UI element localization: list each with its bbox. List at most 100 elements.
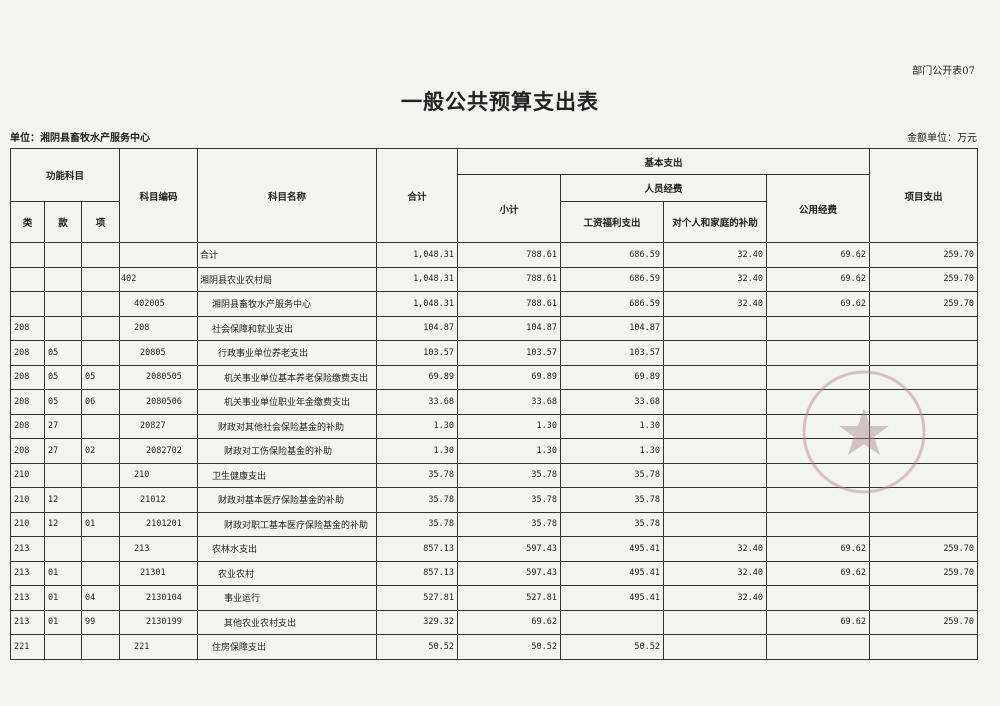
total-cell: 1,048.31 bbox=[376, 266, 459, 292]
name-cell: 农林水支出 bbox=[197, 536, 378, 562]
header-public: 公用经费 bbox=[766, 174, 871, 243]
name-cell: 卫生健康支出 bbox=[197, 462, 378, 488]
subtotal-cell: 788.61 bbox=[457, 242, 562, 268]
name-cell: 财政对其他社会保险基金的补助 bbox=[197, 413, 378, 439]
salary-cell: 495.41 bbox=[560, 585, 665, 611]
lei-cell: 213 bbox=[10, 585, 45, 611]
kuan-cell: 27 bbox=[44, 438, 82, 464]
header-basic: 基本支出 bbox=[457, 148, 871, 175]
subsidy-cell bbox=[663, 487, 768, 513]
code-cell: 2101201 bbox=[119, 511, 199, 537]
kuan-cell: 12 bbox=[44, 487, 82, 513]
lei-cell: 208 bbox=[10, 438, 45, 464]
public-cell bbox=[766, 315, 871, 341]
kuan-cell bbox=[44, 536, 82, 562]
project-cell bbox=[869, 364, 979, 390]
kuan-cell: 12 bbox=[44, 511, 82, 537]
public-cell bbox=[766, 634, 871, 660]
name-cell: 其他农业农村支出 bbox=[197, 609, 378, 635]
salary-cell: 50.52 bbox=[560, 634, 665, 660]
salary-cell: 33.68 bbox=[560, 389, 665, 415]
subtotal-cell: 69.89 bbox=[457, 364, 562, 390]
subsidy-cell bbox=[663, 462, 768, 488]
kuan-cell: 01 bbox=[44, 560, 82, 586]
subsidy-cell bbox=[663, 511, 768, 537]
salary-cell: 35.78 bbox=[560, 462, 665, 488]
lei-cell: 213 bbox=[10, 536, 45, 562]
code-cell: 2080506 bbox=[119, 389, 199, 415]
subtotal-cell: 69.62 bbox=[457, 609, 562, 635]
kuan-cell bbox=[44, 462, 82, 488]
xiang-cell bbox=[80, 242, 121, 268]
xiang-cell bbox=[80, 487, 121, 513]
official-seal-icon bbox=[802, 370, 926, 494]
kuan-cell: 01 bbox=[44, 585, 82, 611]
lei-cell: 208 bbox=[10, 389, 45, 415]
public-cell bbox=[766, 340, 871, 366]
salary-cell: 1.30 bbox=[560, 413, 665, 439]
subsidy-cell bbox=[663, 340, 768, 366]
code-cell: 2130199 bbox=[119, 609, 199, 635]
project-cell: 259.70 bbox=[869, 560, 979, 586]
header-name: 科目名称 bbox=[197, 148, 378, 243]
kuan-cell: 05 bbox=[44, 340, 82, 366]
subtotal-cell: 1.30 bbox=[457, 438, 562, 464]
xiang-cell bbox=[80, 462, 121, 488]
subsidy-cell: 32.40 bbox=[663, 560, 768, 586]
subsidy-cell bbox=[663, 389, 768, 415]
total-cell: 104.87 bbox=[376, 315, 459, 341]
lei-cell: 208 bbox=[10, 413, 45, 439]
xiang-cell bbox=[80, 634, 121, 660]
table-row: 213 01 04 2130104 事业运行 527.81 527.81 495.41 32.4… bbox=[10, 585, 979, 611]
total-cell: 35.78 bbox=[376, 462, 459, 488]
table-row: 210 12 21012 财政对基本医疗保险基金的补助 35.78 35.78 35.78 bbox=[10, 487, 979, 513]
salary-cell bbox=[560, 609, 665, 635]
project-cell: 259.70 bbox=[869, 536, 979, 562]
xiang-cell bbox=[80, 340, 121, 366]
unit-label: 单位：湘阴县畜牧水产服务中心 bbox=[10, 133, 150, 144]
subsidy-cell: 32.40 bbox=[663, 585, 768, 611]
total-cell: 1,048.31 bbox=[376, 291, 459, 317]
total-cell: 35.78 bbox=[376, 487, 459, 513]
public-cell: 69.62 bbox=[766, 266, 871, 292]
subtotal-cell: 35.78 bbox=[457, 462, 562, 488]
name-cell: 机关事业单位基本养老保险缴费支出 bbox=[197, 364, 378, 390]
name-cell: 农业农村 bbox=[197, 560, 378, 586]
table-row: 208 05 20805 行政事业单位养老支出 103.57 103.57 103.57 bbox=[10, 340, 979, 366]
xiang-cell bbox=[80, 536, 121, 562]
header-function-subject: 功能科目 bbox=[9, 148, 121, 202]
project-cell bbox=[869, 585, 979, 611]
kuan-cell: 01 bbox=[44, 609, 82, 635]
code-cell: 208 bbox=[119, 315, 199, 341]
salary-cell: 35.78 bbox=[560, 511, 665, 537]
project-cell: 259.70 bbox=[869, 291, 979, 317]
subsidy-cell bbox=[663, 609, 768, 635]
project-cell bbox=[869, 340, 979, 366]
subtotal-cell: 50.52 bbox=[457, 634, 562, 660]
header-total: 合计 bbox=[376, 148, 459, 243]
total-cell: 1,048.31 bbox=[376, 242, 459, 268]
kuan-cell bbox=[44, 315, 82, 341]
table-row: 208 27 20827 财政对其他社会保险基金的补助 1.30 1.30 1.30 bbox=[10, 413, 979, 439]
lei-cell: 213 bbox=[10, 560, 45, 586]
header-salary: 工资福利支出 bbox=[560, 201, 665, 243]
lei-cell: 213 bbox=[10, 609, 45, 635]
subsidy-cell bbox=[663, 315, 768, 341]
lei-cell: 221 bbox=[10, 634, 45, 660]
table-row: 210 210 卫生健康支出 35.78 35.78 35.78 bbox=[10, 462, 979, 488]
salary-cell: 69.89 bbox=[560, 364, 665, 390]
table-row: 合计 1,048.31 788.61 686.59 32.40 69.62 259.70 bbox=[10, 242, 979, 268]
public-cell: 69.62 bbox=[766, 609, 871, 635]
total-cell: 857.13 bbox=[376, 560, 459, 586]
table-row: 213 01 99 2130199 其他农业农村支出 329.32 69.62 69.62 25… bbox=[10, 609, 979, 635]
project-cell bbox=[869, 634, 979, 660]
code-cell: 20827 bbox=[119, 413, 199, 439]
code-cell: 20805 bbox=[119, 340, 199, 366]
header-xiang: 项 bbox=[80, 201, 121, 243]
public-cell bbox=[766, 364, 871, 390]
table-row: 208 208 社会保障和就业支出 104.87 104.87 104.87 bbox=[10, 315, 979, 341]
project-cell bbox=[869, 462, 979, 488]
name-cell: 合计 bbox=[197, 242, 378, 268]
salary-cell: 686.59 bbox=[560, 242, 665, 268]
salary-cell: 1.30 bbox=[560, 438, 665, 464]
